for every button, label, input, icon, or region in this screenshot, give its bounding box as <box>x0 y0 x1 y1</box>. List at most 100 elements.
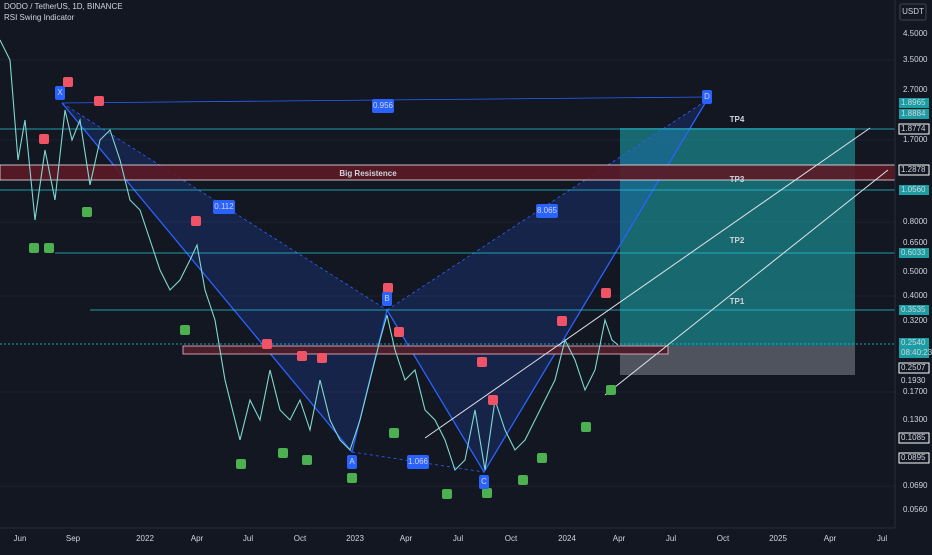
buy-signal <box>236 459 246 469</box>
time-label: Jul <box>666 534 676 543</box>
buy-signal <box>82 207 92 217</box>
pattern-point-box <box>702 90 712 104</box>
time-label: 2024 <box>558 534 576 543</box>
price-marker-box <box>899 305 929 315</box>
price-marker: 0.1085 <box>901 433 926 442</box>
sell-signal <box>63 77 73 87</box>
sell-signal <box>191 216 201 226</box>
price-marker: 0.2540 <box>901 338 926 347</box>
price-marker-box <box>899 185 929 195</box>
price-label: 0.1700 <box>903 387 928 396</box>
pattern-point: C <box>481 477 487 486</box>
ratio: 0.956 <box>373 101 394 110</box>
time-label: Oct <box>294 534 307 543</box>
indicator: RSI Swing Indicator <box>4 13 75 22</box>
pattern-point: A <box>349 457 355 466</box>
ratio-box <box>372 99 394 113</box>
price-label: 2.7000 <box>903 85 928 94</box>
price-marker-box <box>898 362 930 374</box>
price-marker-box <box>899 98 929 108</box>
sell-signal <box>601 288 611 298</box>
price-label: 4.5000 <box>903 29 928 38</box>
buy-signal <box>180 325 190 335</box>
price-marker-box <box>899 348 929 358</box>
target-label: TP4 <box>730 115 745 124</box>
price-marker: 1.0560 <box>901 185 926 194</box>
sell-signal <box>94 96 104 106</box>
zone-label: Big Resistence <box>339 169 397 178</box>
price-marker: 1.2878 <box>901 165 926 174</box>
time-label: Apr <box>613 534 626 543</box>
time-label: Oct <box>505 534 518 543</box>
price-marker-box <box>899 109 929 119</box>
time-label: 2023 <box>346 534 364 543</box>
buy-signal <box>278 448 288 458</box>
pattern-point-box <box>55 86 65 100</box>
time-label: Sep <box>66 534 81 543</box>
currency-box <box>899 3 927 21</box>
buy-signal <box>347 473 357 483</box>
currency: USDT <box>902 7 924 16</box>
price-line <box>0 39 619 472</box>
price-label: 0.0560 <box>903 505 928 514</box>
price-label: 0.4000 <box>903 291 928 300</box>
pattern-bcd <box>387 100 707 472</box>
price-label: 0.8000 <box>903 217 928 226</box>
price-marker: 0.3535 <box>901 305 926 314</box>
sell-signal <box>262 339 272 349</box>
sell-signal <box>557 316 567 326</box>
sell-signal <box>383 283 393 293</box>
symbol: DODO / TetherUS, 1D, BINANCE <box>4 2 123 11</box>
price-marker-box <box>899 248 929 258</box>
price-marker-box <box>899 338 929 348</box>
channel-lines <box>424 127 889 439</box>
buy-signal <box>302 455 312 465</box>
price-marker: 1.8884 <box>901 109 926 118</box>
pattern-point-box <box>347 455 357 469</box>
time-label: Apr <box>824 534 837 543</box>
time-label: 2025 <box>769 534 787 543</box>
buy-signal <box>606 385 616 395</box>
price-marker: 0.2507 <box>901 363 926 372</box>
time-label: Jun <box>14 534 27 543</box>
time-label: Jul <box>453 534 463 543</box>
price-marker: 0.6033 <box>901 248 926 257</box>
pattern-point: X <box>57 88 63 97</box>
sell-signal <box>477 357 487 367</box>
buy-signal <box>581 422 591 432</box>
signals <box>29 77 616 499</box>
pattern-point-box <box>479 475 489 489</box>
target-label: TP2 <box>730 236 745 245</box>
support-box <box>182 345 669 355</box>
ratio: 0.112 <box>214 202 234 211</box>
ratio: 8.065 <box>537 206 558 215</box>
price-label: 1.7000 <box>903 135 928 144</box>
ratio-box <box>407 455 429 469</box>
price-marker: 0.0895 <box>901 453 926 462</box>
grid <box>0 59 895 487</box>
target-label: TP3 <box>730 175 745 184</box>
sell-signal <box>394 327 404 337</box>
price-marker-box <box>898 432 930 444</box>
price-marker-box <box>898 164 930 176</box>
sell-signal <box>297 351 307 361</box>
price-marker: 1.8965 <box>901 98 926 107</box>
price-label: 0.3200 <box>903 316 928 325</box>
buy-signal <box>29 243 39 253</box>
ratio: 1.066 <box>408 457 429 466</box>
pattern-point: D <box>704 92 710 101</box>
time-label: Apr <box>191 534 204 543</box>
time-label: Jul <box>877 534 887 543</box>
buy-signal <box>389 428 399 438</box>
level-lines <box>0 128 895 345</box>
price-marker-box <box>898 452 930 464</box>
price-label: 0.6500 <box>903 238 928 247</box>
target-label: TP1 <box>730 297 745 306</box>
sell-signal <box>39 134 49 144</box>
price-marker-box <box>898 123 930 135</box>
buy-signal <box>518 475 528 485</box>
time-label: Oct <box>717 534 730 543</box>
price-marker: 08:40:23 <box>901 348 932 357</box>
ratio-box <box>213 200 235 214</box>
buy-signal <box>482 488 492 498</box>
